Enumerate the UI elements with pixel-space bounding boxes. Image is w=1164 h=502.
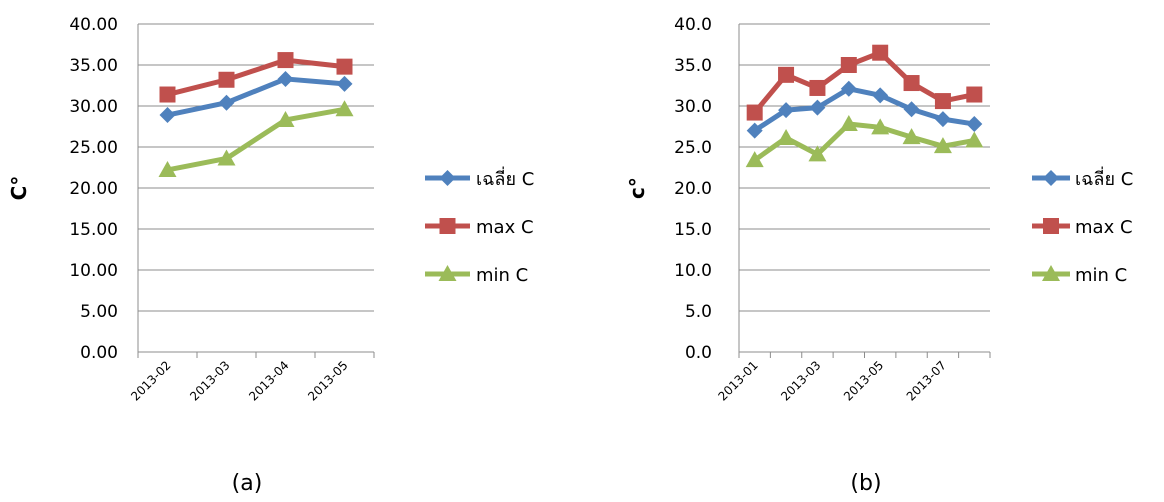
y-tick-label: 15.00 xyxy=(69,220,118,240)
data-point xyxy=(217,149,236,166)
legend-label: min C xyxy=(1075,265,1127,286)
chart-a: 0.00 5.00 10.00 15.00 20.00 25.00 30.00 35.00 40… xyxy=(7,15,534,496)
data-point xyxy=(839,115,858,132)
data-point xyxy=(965,131,984,148)
data-point xyxy=(840,80,857,97)
x-tick-label: 2013-07 xyxy=(904,358,949,403)
data-point xyxy=(778,102,795,119)
y-tick-label: 0.0 xyxy=(685,343,712,363)
x-tick-label: 2013-05 xyxy=(305,358,350,403)
legend-label: max C xyxy=(1075,217,1133,238)
x-tick-label: 2013-02 xyxy=(128,358,173,403)
legend-marker xyxy=(1043,218,1059,234)
data-point xyxy=(933,137,952,154)
legend-label: min C xyxy=(476,265,528,286)
y-tick-label: 20.00 xyxy=(69,179,118,199)
data-point xyxy=(159,107,176,124)
y-tick-label: 40.0 xyxy=(674,15,712,35)
y-axis-label: C° xyxy=(7,176,31,201)
data-point xyxy=(276,110,295,127)
data-point xyxy=(777,128,796,145)
data-point xyxy=(336,58,353,75)
y-tick-label: 35.0 xyxy=(674,56,712,76)
data-point xyxy=(746,122,763,139)
y-tick-label: 30.0 xyxy=(674,97,712,117)
y-tick-label: 10.0 xyxy=(674,261,712,281)
data-point xyxy=(934,93,951,110)
data-point xyxy=(218,94,235,111)
data-point xyxy=(809,79,826,96)
x-tick-label: 2013-05 xyxy=(841,358,886,403)
y-tick-label: 15.0 xyxy=(674,220,712,240)
data-point xyxy=(903,101,920,118)
data-point xyxy=(902,128,921,145)
y-tick-label: 40.00 xyxy=(69,15,118,35)
data-point xyxy=(277,70,294,87)
legend-label: max C xyxy=(476,217,534,238)
x-tick-label: 2013-01 xyxy=(715,358,760,403)
x-tick-label: 2013-03 xyxy=(778,358,823,403)
data-point xyxy=(218,71,235,88)
data-point xyxy=(159,86,176,103)
y-axis-label: c° xyxy=(625,177,649,199)
data-point xyxy=(808,145,827,162)
data-point xyxy=(872,87,889,104)
y-tick-label: 25.0 xyxy=(674,138,712,158)
legend-marker xyxy=(438,265,457,281)
legend-marker xyxy=(439,170,456,186)
y-tick-label: 20.0 xyxy=(674,179,712,199)
data-point xyxy=(778,66,795,83)
series-line xyxy=(166,57,345,97)
data-point xyxy=(966,116,983,133)
data-point xyxy=(840,57,857,73)
legend-label: เฉลี่ย C xyxy=(1075,166,1133,190)
data-point xyxy=(966,86,983,103)
series-line xyxy=(166,76,345,118)
y-tick-label: 5.0 xyxy=(685,302,712,322)
data-point xyxy=(871,118,890,135)
data-point xyxy=(872,44,889,61)
y-tick-label: 30.00 xyxy=(69,97,118,117)
series-line xyxy=(167,106,345,173)
legend-label: เฉลี่ย C xyxy=(476,166,534,190)
data-point xyxy=(809,99,826,116)
legend-marker xyxy=(439,218,456,234)
figure-caption: (a) xyxy=(232,471,263,496)
data-point xyxy=(934,111,951,128)
y-tick-label: 10.00 xyxy=(69,261,118,281)
legend-marker xyxy=(1043,170,1059,186)
data-point xyxy=(158,160,177,177)
data-point xyxy=(335,100,354,117)
x-tick-label: 2013-04 xyxy=(246,358,291,403)
figure-caption: (b) xyxy=(850,471,881,496)
legend-marker xyxy=(1042,265,1060,281)
y-tick-label: 35.00 xyxy=(69,56,118,76)
x-tick-label: 2013-03 xyxy=(187,358,232,403)
chart-b: 0.0 5.0 10.0 15.0 20.0 25.0 30.0 35.0 40.0 2013-0… xyxy=(625,15,1133,496)
y-tick-label: 25.00 xyxy=(69,138,118,158)
data-point xyxy=(746,104,763,121)
y-tick-label: 0.00 xyxy=(80,343,118,363)
data-point xyxy=(277,52,294,69)
data-point xyxy=(903,75,920,92)
y-tick-label: 5.00 xyxy=(80,302,118,322)
data-point xyxy=(336,75,353,92)
data-point xyxy=(745,151,764,168)
